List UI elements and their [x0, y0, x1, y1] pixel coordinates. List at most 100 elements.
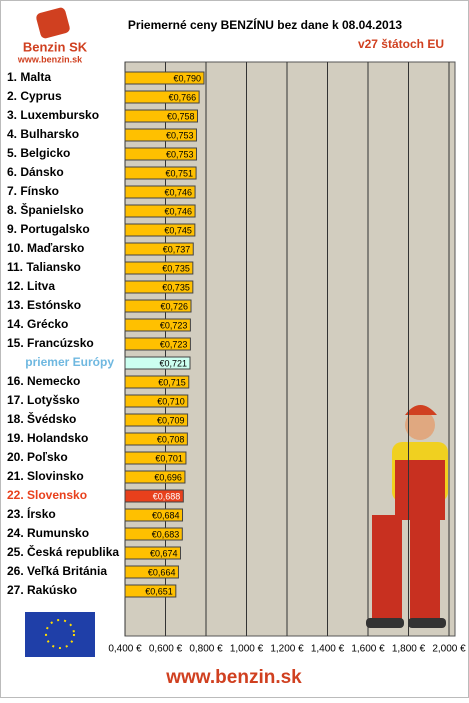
y-tick-label: 25. Česká republika: [7, 544, 119, 559]
y-tick-label: 15. Francúzsko: [7, 336, 94, 350]
y-tick-label: 2. Cyprus: [7, 89, 62, 103]
bar: [124, 394, 189, 408]
value-label: €0,766: [169, 92, 197, 102]
y-tick-label: 19. Holandsko: [7, 431, 88, 445]
value-label: €0,723: [160, 320, 188, 330]
y-tick-label: 7. Fínsko: [7, 184, 59, 198]
bar: [124, 489, 184, 503]
bar: [124, 356, 191, 370]
value-label: €0,710: [157, 396, 185, 406]
bar: [124, 71, 205, 85]
bar: [124, 337, 191, 351]
shoe: [408, 618, 446, 628]
y-tick-label: 14. Grécko: [7, 317, 68, 331]
value-label: €0,745: [164, 225, 192, 235]
bar: [124, 128, 197, 142]
bar: [124, 527, 183, 541]
bar: [124, 185, 196, 199]
flag-stars: [45, 619, 75, 649]
head: [405, 410, 435, 440]
y-tick-label: 9. Portugalsko: [7, 222, 90, 236]
chart-subtitle: v27 štátoch EU: [358, 37, 444, 51]
x-tick-label: 1,200 €: [270, 644, 304, 655]
y-tick-label: 11. Taliansko: [7, 260, 81, 274]
y-tick-label: 23. Írsko: [7, 506, 56, 521]
value-label: €0,696: [154, 472, 182, 482]
bar: [124, 166, 197, 180]
mechanic-figure: [366, 405, 448, 628]
value-label: €0,753: [166, 149, 194, 159]
bar: [124, 204, 196, 218]
logo-icon: [36, 7, 70, 39]
value-label: €0,735: [162, 282, 190, 292]
bar: [124, 299, 192, 313]
overalls: [395, 460, 445, 520]
value-label: €0,709: [157, 415, 185, 425]
bar: [124, 147, 197, 161]
value-label: €0,758: [167, 111, 195, 121]
bar: [124, 280, 194, 294]
value-label: €0,701: [155, 453, 183, 463]
value-label: €0,715: [158, 377, 186, 387]
flag: [25, 612, 95, 657]
value-label: €0,684: [152, 510, 180, 520]
y-tick-label: 8. Španielsko: [7, 202, 84, 217]
value-label: €0,735: [162, 263, 190, 273]
value-label: €0,688: [153, 491, 181, 501]
y-tick-label: 6. Dánsko: [7, 165, 64, 179]
y-tick-label: 17. Lotyšsko: [7, 393, 80, 407]
bar: [124, 546, 181, 560]
x-tick-label: 0,400 €: [108, 644, 142, 655]
y-tick-label: 4. Bulharsko: [7, 127, 79, 141]
y-tick-label: 1. Malta: [7, 70, 51, 84]
bar: [124, 375, 190, 389]
shoe: [366, 618, 404, 628]
bar: [124, 413, 189, 427]
bar: [124, 261, 194, 275]
x-tick-label: 1,800 €: [392, 644, 426, 655]
value-label: €0,790: [173, 73, 201, 83]
value-label: €0,723: [160, 339, 188, 349]
bar: [124, 451, 187, 465]
value-label: €0,746: [165, 206, 193, 216]
bar: [124, 242, 194, 256]
cap: [405, 405, 437, 415]
value-label: €0,753: [166, 130, 194, 140]
bar: [124, 470, 186, 484]
y-tick-label: 27. Rakúsko: [7, 583, 77, 597]
x-tick-label: 0,800 €: [189, 644, 223, 655]
bar: [124, 109, 198, 123]
x-tick-label: 2,000 €: [432, 644, 466, 655]
leg: [410, 515, 440, 620]
leg: [372, 515, 402, 620]
eu-flag: [25, 612, 95, 657]
logo-url: www.benzin.sk: [17, 54, 83, 64]
x-tick-label: 1,000 €: [230, 644, 264, 655]
x-tick-label: 1,600 €: [351, 644, 385, 655]
bar: [124, 318, 191, 332]
logo: Benzin SK www.benzin.sk: [17, 7, 88, 64]
y-tick-label: 24. Rumunsko: [7, 526, 89, 540]
footer: www.benzin.sk: [165, 667, 302, 688]
value-label: €0,726: [160, 301, 188, 311]
bar: [124, 565, 179, 579]
value-label: €0,746: [165, 187, 193, 197]
x-tick-label: 1,400 €: [311, 644, 345, 655]
y-tick-label: 20. Poľsko: [7, 450, 68, 464]
bar: [124, 584, 177, 598]
value-label: €0,721: [159, 358, 187, 368]
y-tick-label: priemer Európy: [25, 355, 114, 369]
bar: [124, 90, 200, 104]
value-label: €0,674: [150, 548, 178, 558]
value-label: €0,664: [148, 567, 176, 577]
logo-text: Benzin SK: [23, 39, 88, 54]
value-label: €0,708: [157, 434, 185, 444]
y-tick-label: 13. Estónsko: [7, 298, 81, 312]
y-tick-label: 3. Luxembursko: [7, 108, 99, 122]
y-tick-label: 16. Nemecko: [7, 374, 80, 388]
value-label: €0,751: [166, 168, 194, 178]
bar: [124, 508, 184, 522]
x-tick-label: 0,600 €: [149, 644, 183, 655]
value-label: €0,737: [163, 244, 191, 254]
